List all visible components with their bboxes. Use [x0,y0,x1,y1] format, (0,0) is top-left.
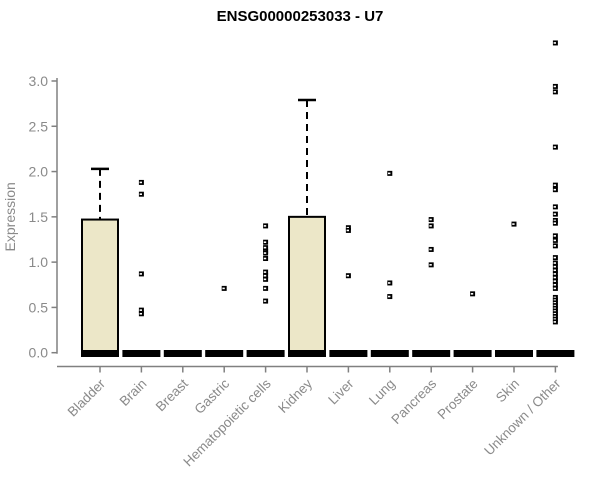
outlier-point-center [553,85,556,88]
x-tick-label: Breast [153,376,191,414]
median-bar [163,350,202,357]
outlier-point-center [553,299,556,301]
outlier-point-center [553,283,556,286]
x-tick-label: Prostate [435,376,481,422]
outlier-point-center [263,287,267,290]
outlier-point-center [263,278,267,281]
outlier-point-center [139,181,142,184]
outlier-point-center [263,271,267,273]
outlier-point-center [222,287,225,290]
box [288,215,326,354]
outlier-point-center [553,91,556,93]
outlier-point-center [553,302,556,304]
outlier-point-center [346,274,349,277]
outlier-point-center [553,296,556,299]
outlier-point-center [553,213,556,215]
outlier-point-center [553,245,556,247]
outlier-point-center [553,310,556,312]
outlier-point-center [553,184,556,186]
outlier-point-center [553,287,556,290]
outlier-point-center [139,312,142,315]
outlier-point-center [263,300,267,302]
outlier-point-center [553,312,556,315]
outlier-point-center [553,273,556,275]
y-tick-label: 0.5 [29,299,49,315]
outlier-point-center [553,42,556,44]
outlier-point-center [553,262,556,264]
outlier-point-center [553,280,556,282]
outlier-point-center [553,276,556,279]
outlier-point-center [263,241,267,244]
x-tick-label: Lung [366,376,398,408]
x-tick-label: Liver [325,376,357,408]
outlier-point-center [429,218,432,221]
x-tick-label: Kidney [275,376,315,416]
outlier-point-center [553,265,556,268]
outlier-point-center [553,239,556,242]
y-tick-label: 2.0 [29,164,49,180]
outlier-point-center [553,321,556,323]
outlier-point-center [263,246,267,249]
median-bar [288,350,326,357]
y-tick-label: 2.5 [29,118,49,134]
outlier-point-center [553,304,556,307]
chart-title: ENSG00000253033 - U7 [216,8,384,25]
median-bar [122,350,161,357]
x-tick-label: Skin [493,376,522,405]
outlier-point-center [263,252,267,254]
y-axis-label: Expression [2,182,18,251]
outlier-point-center [553,219,556,222]
outlier-point-center [470,293,474,295]
outlier-point-center [346,226,349,229]
median-bar [453,350,492,357]
outlier-point-center [139,309,142,311]
outlier-point-center [553,269,556,272]
x-tick-label: Brain [117,376,150,409]
outlier-point-center [553,318,556,320]
outlier-point-center [263,274,267,277]
y-tick-label: 3.0 [29,73,49,89]
median-bar [81,350,119,357]
outlier-point-center [553,256,556,259]
outlier-point-center [553,235,556,237]
outlier-point-center [429,225,432,227]
x-tick-label: Gastric [191,376,232,417]
outlier-point-center [346,229,349,232]
outlier-point-center [553,315,556,318]
median-bar [329,350,368,357]
median-bar [370,350,409,357]
outlier-point-center [388,172,391,175]
median-bar [205,350,244,357]
outlier-point-center [512,223,515,225]
outlier-point-center [553,146,556,148]
y-tick-label: 0.0 [29,345,49,361]
y-tick-label: 1.0 [29,254,49,270]
outlier-point-center [139,273,142,275]
outlier-point-center [429,248,432,251]
outlier-point-center [553,206,556,208]
median-bar [495,350,533,357]
outlier-point-center [388,282,391,284]
x-tick-label: Pancreas [388,376,439,427]
outlier-point-center [139,193,142,196]
median-bar [412,350,451,357]
outlier-point-center [388,295,391,298]
x-tick-label: Bladder [65,376,109,420]
outlier-point-center [429,264,432,266]
x-tick-label: Unknown / Other [481,376,564,459]
y-tick-label: 1.5 [29,209,49,225]
outlier-point-center [553,188,556,191]
outlier-point-center [553,307,556,310]
outlier-point-center [263,225,267,227]
median-bar [246,350,285,357]
box [81,218,119,354]
median-bar [536,350,575,357]
outlier-point-center [553,222,556,224]
outlier-point-center [263,257,267,260]
